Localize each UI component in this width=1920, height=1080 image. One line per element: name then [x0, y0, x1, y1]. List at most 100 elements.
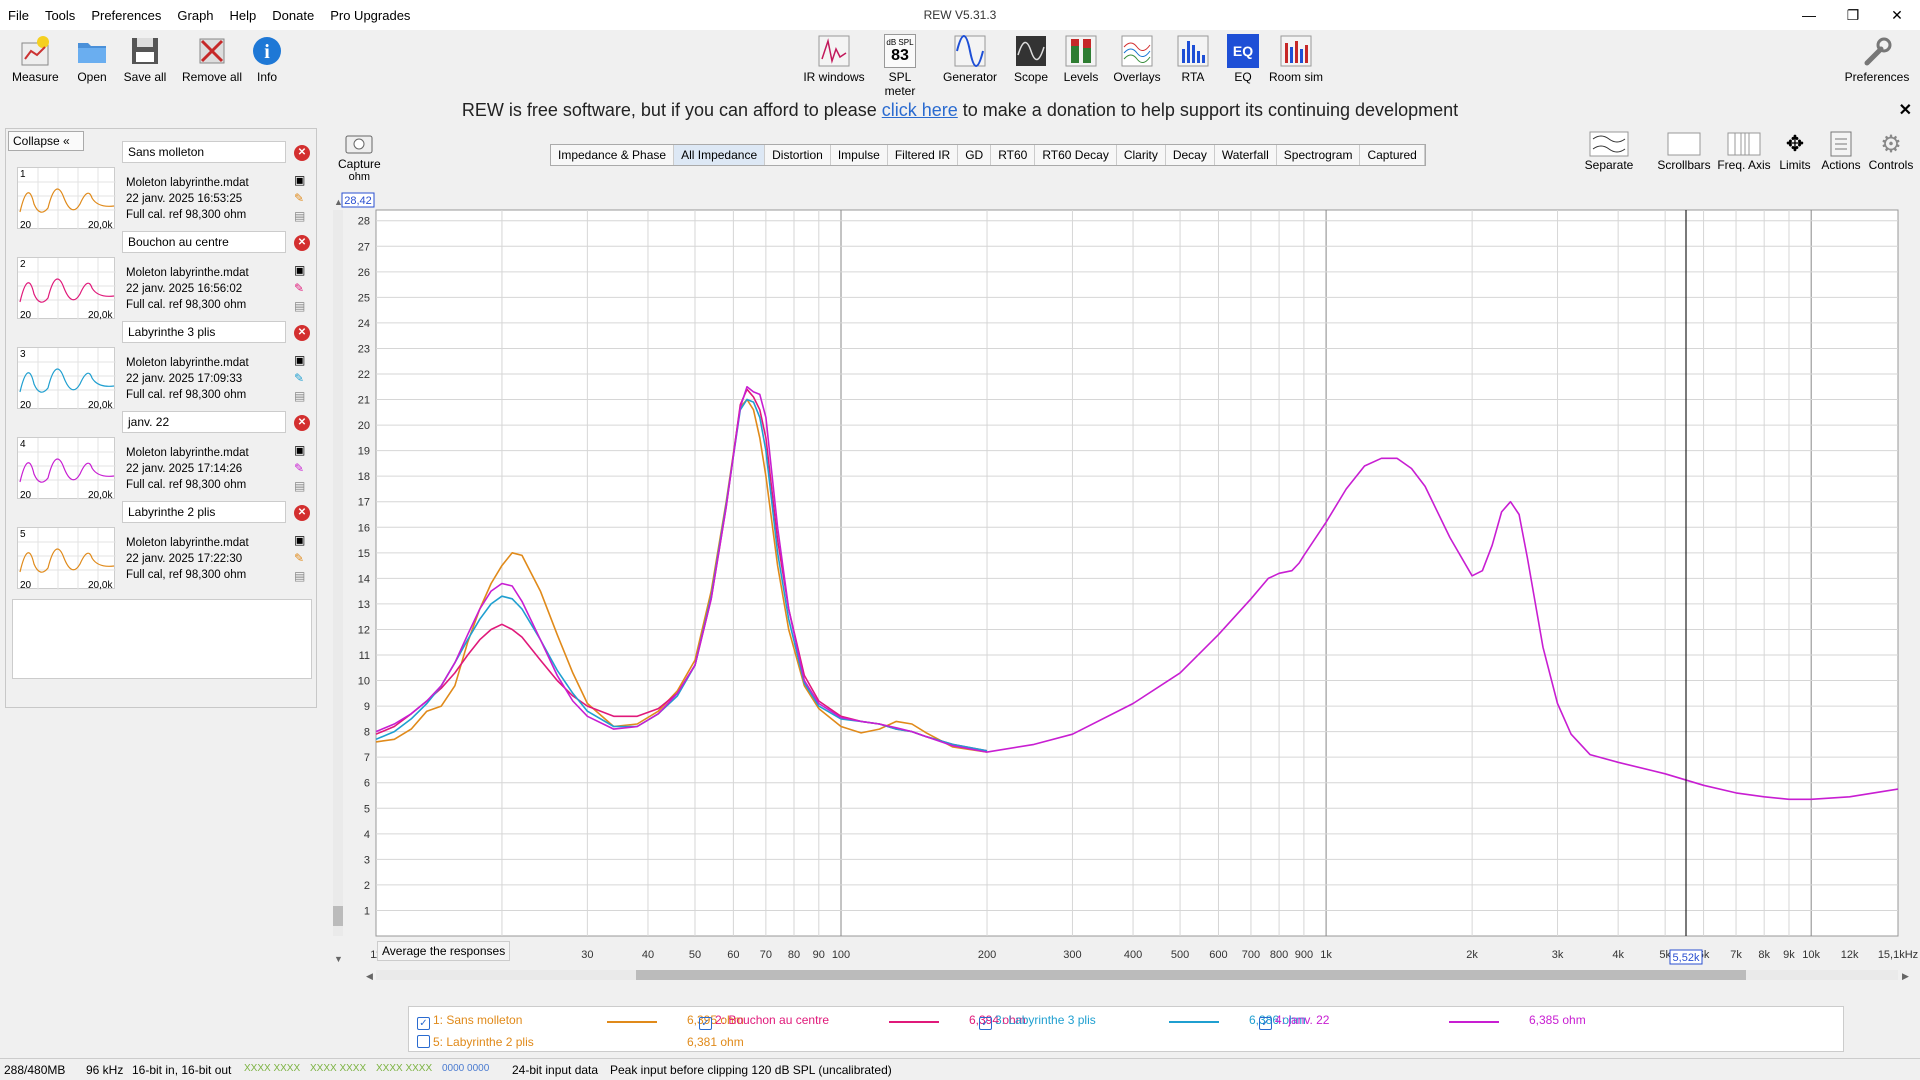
notes-icon[interactable]: ▤	[294, 389, 306, 403]
graph-tab[interactable]: RT60	[991, 145, 1036, 165]
measurement-name-field[interactable]: Sans molleton	[122, 141, 286, 163]
pen-color-icon[interactable]: ✎	[294, 281, 305, 295]
graph-tab[interactable]: GD	[958, 145, 992, 165]
graph-tab[interactable]: All Impedance	[674, 145, 766, 165]
notes-icon[interactable]: ▤	[294, 209, 306, 223]
measurement-name-field[interactable]: janv. 22	[122, 411, 286, 433]
graph-tab[interactable]: Waterfall	[1215, 145, 1277, 165]
spl-meter-button[interactable]: dB SPL 83 SPL meter	[872, 34, 928, 98]
measurement-name-field[interactable]: Bouchon au centre	[122, 231, 286, 253]
maximize-button[interactable]: ❐	[1846, 7, 1860, 23]
measurement-thumbnail[interactable]: 4 20 20,0k	[17, 437, 116, 501]
empty-measurement-area	[12, 599, 312, 679]
graph-tab[interactable]: Decay	[1166, 145, 1215, 165]
legend-checkbox[interactable]: ✓	[417, 1017, 430, 1030]
graph-tab[interactable]: Spectrogram	[1277, 145, 1361, 165]
remove-measurement-icon[interactable]: ✕	[294, 235, 310, 251]
measurement-name-field[interactable]: Labyrinthe 3 plis	[122, 321, 286, 343]
info-button[interactable]: i Info	[250, 34, 284, 84]
floppy-icon	[128, 34, 162, 68]
remove-measurement-icon[interactable]: ✕	[294, 145, 310, 161]
measure-button[interactable]: Measure	[12, 34, 59, 84]
x-cursor-box	[1669, 949, 1703, 965]
x-tick-label: 200	[978, 949, 996, 961]
overlays-button[interactable]: Overlays	[1112, 34, 1162, 84]
info-label: Info	[256, 70, 277, 84]
remove-measurement-icon[interactable]: ✕	[294, 505, 310, 521]
legend-checkbox[interactable]: ✓	[699, 1017, 712, 1030]
eq-button[interactable]: EQ EQ	[1226, 34, 1260, 84]
notes-icon[interactable]: ▤	[294, 569, 306, 583]
chart-icon[interactable]: ▣	[294, 443, 306, 457]
x-tick-label: 4k	[1612, 949, 1624, 961]
thumbnail-high: 20,0k	[88, 310, 113, 320]
measurement-item[interactable]: Sans molleton ✕ 1 20 20,0k Moleton labyrinthe…	[10, 133, 314, 231]
preferences-button[interactable]: Preferences	[1844, 34, 1910, 84]
chart-icon[interactable]: ▣	[294, 173, 306, 187]
impedance-plot[interactable]: 1234567891011121314151617181920212223242…	[330, 190, 1920, 990]
pen-color-icon[interactable]: ✎	[294, 461, 305, 475]
measurement-item[interactable]: Bouchon au centre ✕ 2 20 20,0k Moleton labyri…	[10, 223, 314, 321]
legend-checkbox[interactable]: ✓	[1259, 1017, 1272, 1030]
freq-axis-button[interactable]: Freq. Axis	[1716, 130, 1772, 172]
rta-button[interactable]: RTA	[1176, 34, 1210, 84]
impedance-graph[interactable]: 1 2 3 4 5 6 7 8 9 10 11 12 13 14 15 16 17 18 19 20 21 22 23 24 2…	[330, 190, 1920, 990]
remove-measurement-icon[interactable]: ✕	[294, 325, 310, 341]
room-sim-button[interactable]: Room sim	[1268, 34, 1324, 84]
menu-preferences[interactable]: Preferences	[91, 7, 162, 23]
scope-button[interactable]: Scope	[1012, 34, 1050, 84]
pen-color-icon[interactable]: ✎	[294, 551, 305, 565]
controls-button[interactable]: ⚙ Controls	[1866, 130, 1916, 173]
measurement-thumbnail[interactable]: 5 20 20,0k	[17, 527, 116, 591]
average-responses-button[interactable]: Average the responses	[377, 941, 511, 961]
graph-tab[interactable]: Filtered IR	[888, 145, 959, 165]
menu-donate[interactable]: Donate	[272, 7, 315, 23]
capture-button[interactable]: Capture ohm	[338, 132, 381, 183]
legend-checkbox[interactable]: ✓	[979, 1017, 992, 1030]
separate-button[interactable]: Separate	[1584, 130, 1634, 172]
graph-tab[interactable]: Distortion	[765, 145, 831, 165]
pen-color-icon[interactable]: ✎	[294, 191, 305, 205]
folder-icon	[75, 34, 109, 68]
graph-tab[interactable]: Impedance & Phase	[551, 145, 675, 165]
measurement-item[interactable]: Labyrinthe 2 plis ✕ 5 20 20,0k Moleton labyri…	[10, 493, 314, 591]
measurement-name-field[interactable]: Labyrinthe 2 plis	[122, 501, 286, 523]
minimize-button[interactable]: —	[1802, 7, 1816, 23]
levels-button[interactable]: Levels	[1062, 34, 1100, 84]
measurement-item[interactable]: Labyrinthe 3 plis ✕ 3 20 20,0k Moleton labyri…	[10, 313, 314, 411]
notes-icon[interactable]: ▤	[294, 299, 306, 313]
actions-button[interactable]: Actions	[1816, 130, 1866, 172]
remove-measurement-icon[interactable]: ✕	[294, 415, 310, 431]
remove-all-button[interactable]: Remove all	[180, 34, 244, 84]
measurement-item[interactable]: janv. 22 ✕ 4 20 20,0k Moleton labyrinthe.mdat…	[10, 403, 314, 501]
save-all-button[interactable]: Save all	[122, 34, 168, 84]
menu-graph[interactable]: Graph	[177, 7, 214, 23]
legend-checkbox[interactable]	[417, 1035, 430, 1048]
limits-button[interactable]: ✥ Limits	[1772, 130, 1818, 172]
pen-color-icon[interactable]: ✎	[294, 371, 305, 385]
graph-tab[interactable]: Clarity	[1117, 145, 1166, 165]
collapse-button[interactable]: Collapse «	[8, 131, 84, 151]
donation-link[interactable]: click here	[881, 100, 958, 120]
ir-windows-button[interactable]: IR windows	[802, 34, 866, 84]
chart-icon[interactable]: ▣	[294, 263, 306, 277]
menu-pro-upgrades[interactable]: Pro Upgrades	[330, 7, 411, 23]
notes-icon[interactable]: ▤	[294, 479, 306, 493]
chart-icon[interactable]: ▣	[294, 353, 306, 367]
scrollbars-button[interactable]: Scrollbars	[1656, 130, 1712, 172]
graph-tab[interactable]: RT60 Decay	[1035, 145, 1117, 165]
graph-tab[interactable]: Captured	[1360, 145, 1425, 165]
measurement-thumbnail[interactable]: 1 20 20,0k	[17, 167, 116, 231]
measurement-thumbnail[interactable]: 3 20 20,0k	[17, 347, 116, 411]
open-button[interactable]: Open	[72, 34, 112, 84]
graph-tab[interactable]: Impulse	[831, 145, 888, 165]
separate-icon	[1584, 130, 1634, 158]
close-banner-icon[interactable]: ✕	[1898, 102, 1912, 119]
menu-file[interactable]: File	[8, 7, 29, 23]
measurement-thumbnail[interactable]: 2 20 20,0k	[17, 257, 116, 321]
menu-tools[interactable]: Tools	[44, 7, 76, 23]
menu-help[interactable]: Help	[229, 7, 257, 23]
close-window-button[interactable]: ✕	[1891, 7, 1903, 23]
chart-icon[interactable]: ▣	[294, 533, 306, 547]
generator-button[interactable]: Generator	[942, 34, 998, 84]
